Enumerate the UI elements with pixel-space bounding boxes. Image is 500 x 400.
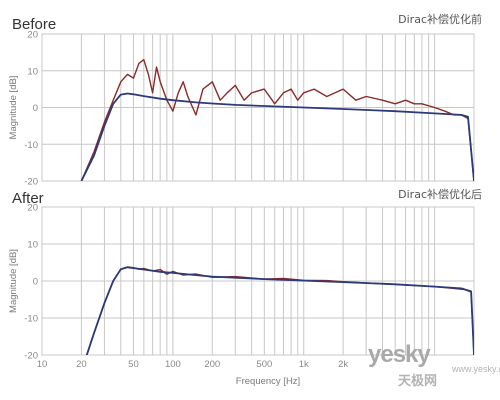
x-tick-label: 10 bbox=[37, 359, 48, 370]
panel-subtitle: Dirac补偿优化前 bbox=[398, 12, 482, 26]
y-axis-label: Magnitude [dB] bbox=[8, 76, 19, 140]
x-tick-label: 20 bbox=[76, 359, 87, 370]
x-tick-label: 100 bbox=[165, 359, 181, 370]
target-curve-line bbox=[85, 266, 474, 355]
y-axis-label: Magnitude [dB] bbox=[8, 249, 19, 313]
y-tick-label: 10 bbox=[27, 240, 38, 251]
y-tick-label: 0 bbox=[33, 277, 38, 288]
y-tick-label: 10 bbox=[27, 66, 38, 77]
y-tick-label: -10 bbox=[24, 314, 38, 325]
y-tick-label: -10 bbox=[24, 140, 38, 151]
y-tick-label: 20 bbox=[27, 203, 38, 214]
x-tick-label: 2k bbox=[338, 359, 348, 370]
watermark-brand: yesky bbox=[368, 341, 431, 368]
panel-title: After bbox=[12, 190, 44, 207]
y-tick-label: 20 bbox=[27, 30, 38, 41]
x-tick-label: 500 bbox=[256, 359, 272, 370]
y-tick-label: 0 bbox=[33, 103, 38, 114]
target-curve-line bbox=[80, 92, 474, 181]
panel-title: Before bbox=[12, 16, 56, 33]
x-tick-label: 1k bbox=[299, 359, 309, 370]
watermark-url: www.yesky.com bbox=[451, 364, 500, 374]
x-tick-label: 200 bbox=[204, 359, 220, 370]
measured-response-line bbox=[80, 59, 474, 181]
y-tick-label: -20 bbox=[24, 351, 38, 362]
y-tick-label: -20 bbox=[24, 177, 38, 188]
yesky-watermark-logo: yesky 天极网 www.yesky.com bbox=[368, 341, 500, 389]
watermark-chinese-name: 天极网 bbox=[398, 373, 437, 389]
panel-subtitle: Dirac补偿优化后 bbox=[398, 187, 482, 201]
x-tick-label: 50 bbox=[128, 359, 139, 370]
before-panel: 20 10 0 -10 -20 Magnitude [dB] Before Dirac补偿优化… bbox=[8, 12, 482, 188]
x-axis-label: Frequency [Hz] bbox=[236, 376, 300, 387]
